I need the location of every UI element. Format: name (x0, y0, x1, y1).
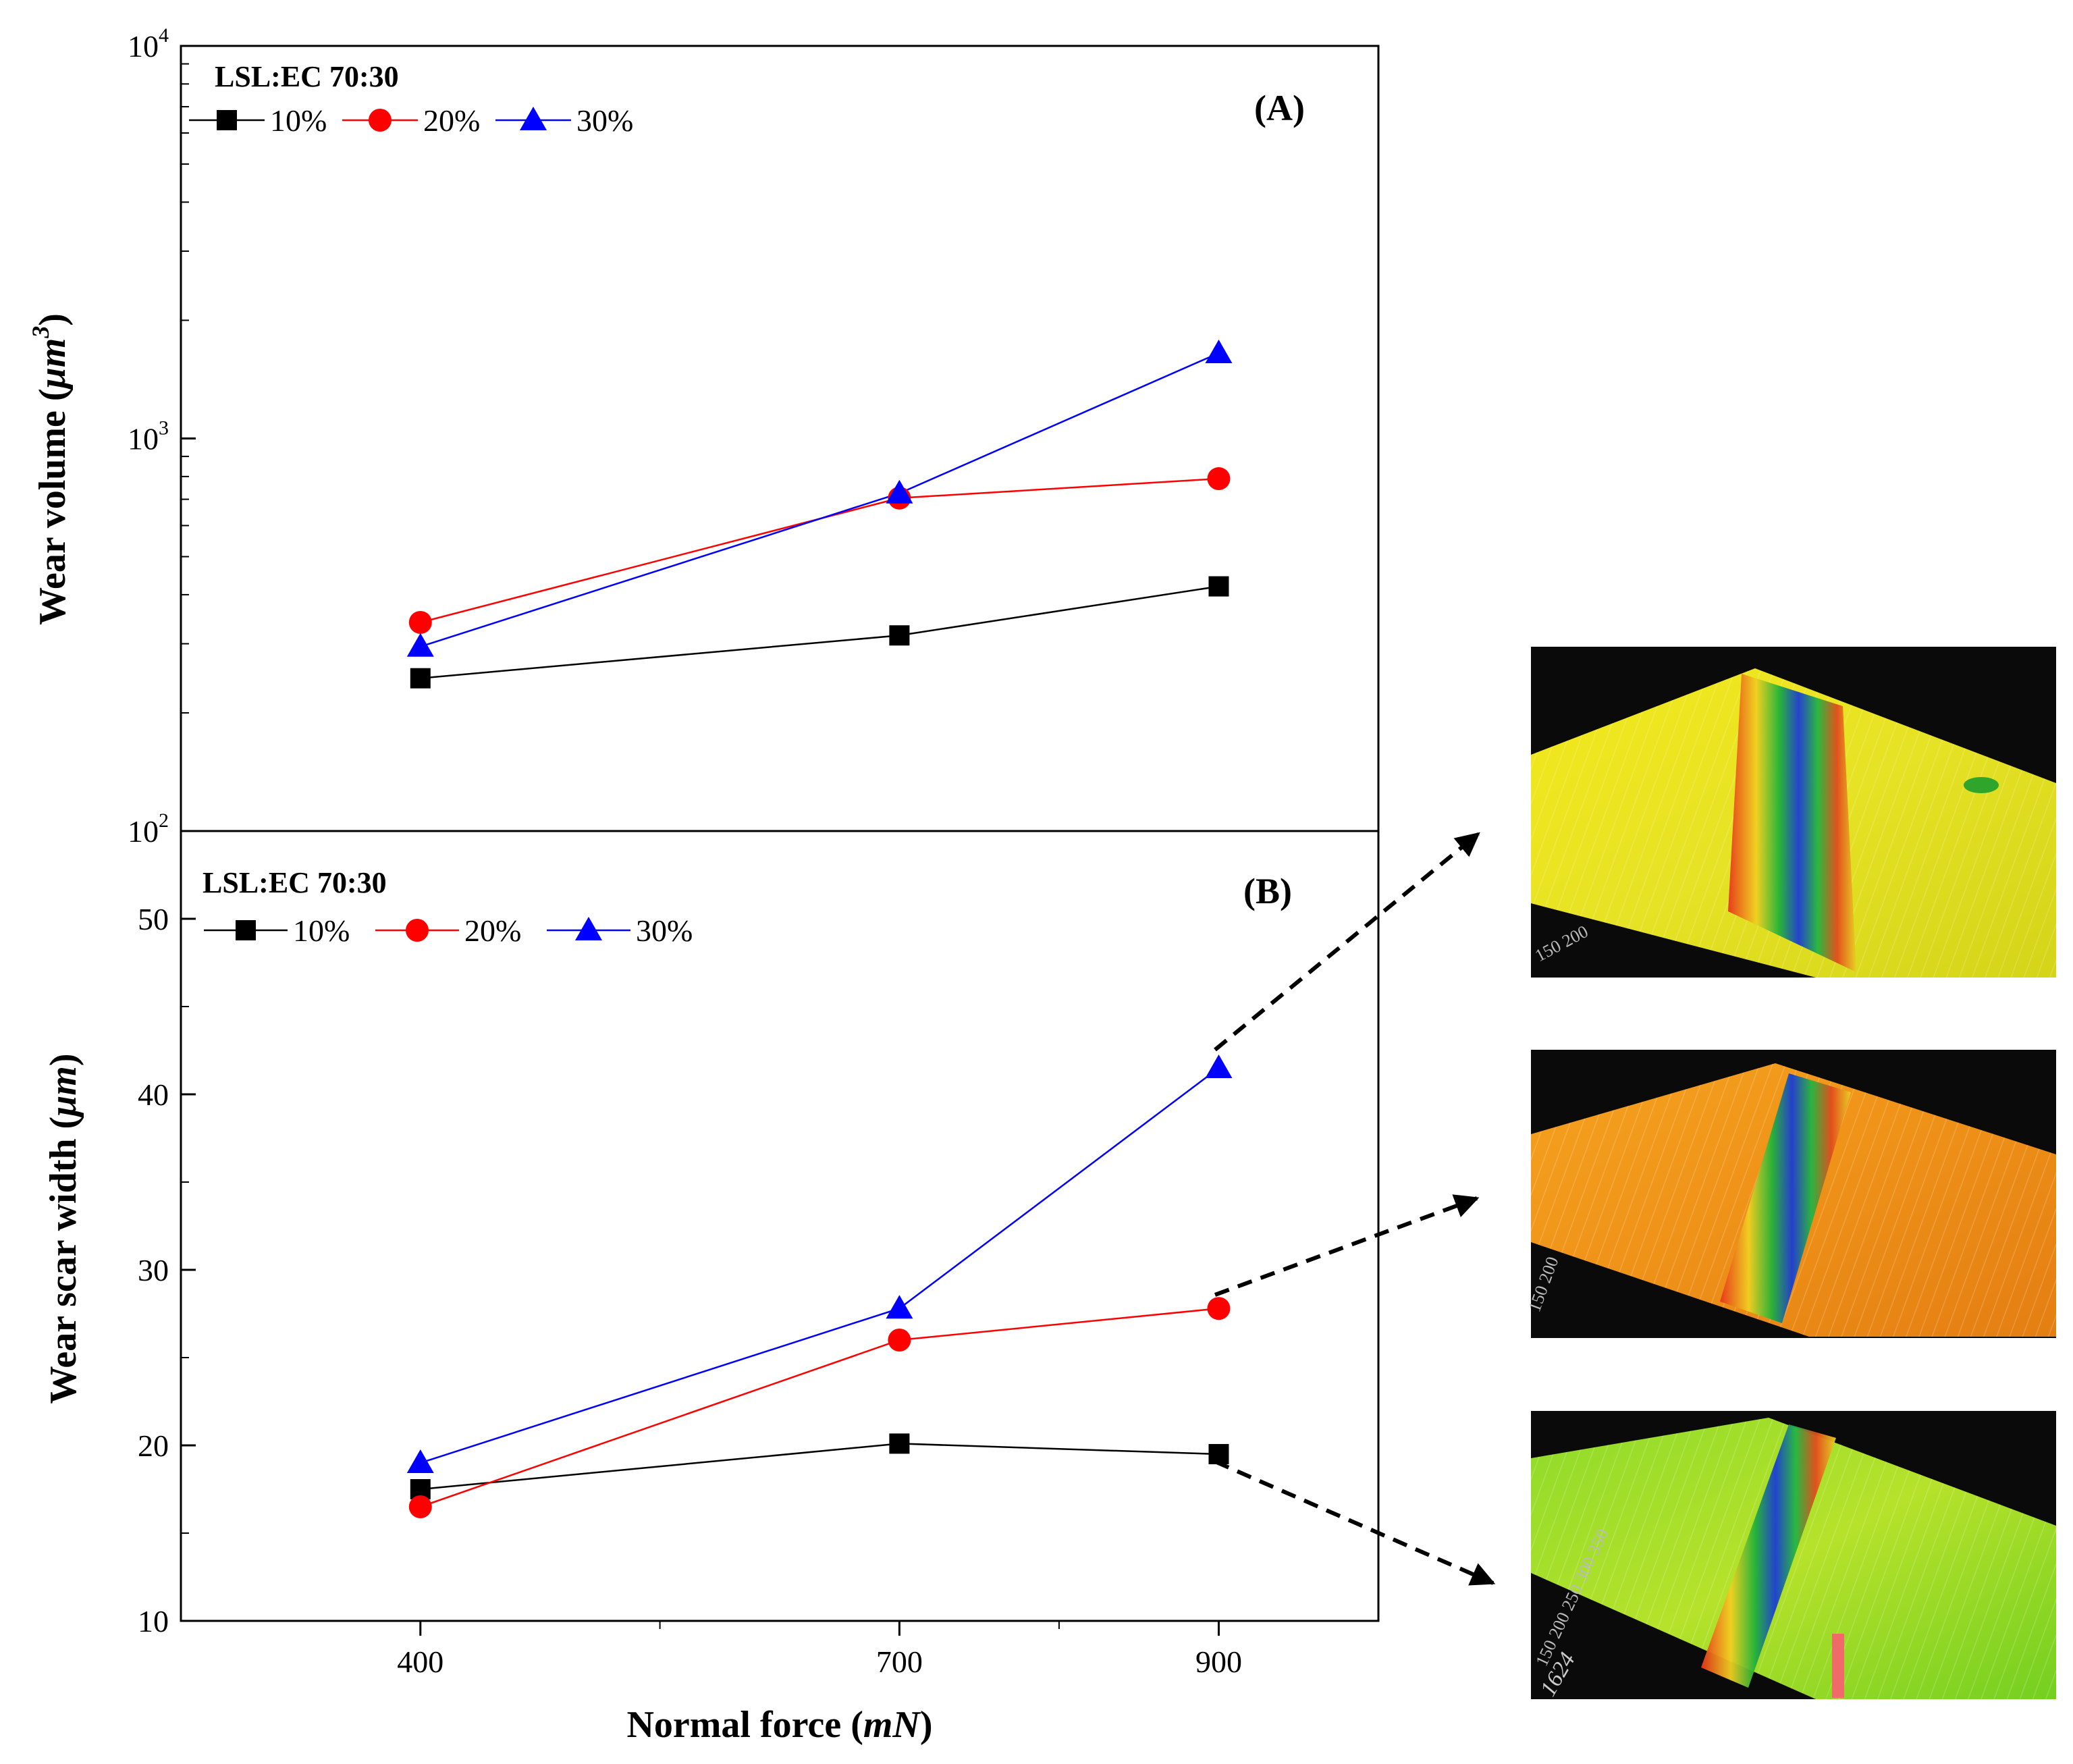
panel-a-markers (406, 340, 1233, 689)
legend-marker (520, 107, 547, 130)
panel-b-point-30pct (886, 1295, 913, 1319)
panel-a-point-30pct (1205, 340, 1233, 364)
x-axis-title: Normal force (mN) (626, 1704, 932, 1746)
surface-image-20-wear-track (1720, 1073, 1851, 1323)
panel-a-frame (180, 45, 1380, 832)
panel-b-point-30pct (406, 1449, 434, 1473)
legend-marker (217, 110, 237, 130)
surface-image-10: 150 200 250 300 350 1624 (1531, 1411, 2056, 1701)
arrow-20-to-image (1214, 1194, 1480, 1297)
panel-b-markers (406, 1054, 1233, 1518)
legend-label: 10% (270, 103, 327, 138)
panel-b-series-lines (420, 1067, 1220, 1508)
panel-b-point-10pct (889, 1433, 910, 1454)
legend-label: 30% (576, 103, 633, 138)
legend-marker (236, 920, 256, 940)
panel-b-y-ticks: 10 20 30 40 50 (138, 902, 196, 1638)
panel-b-point-20pct (1207, 1297, 1231, 1320)
panel-a-point-20pct (1207, 467, 1231, 491)
panel-a-legend-title: LSL:EC 70:30 (215, 60, 399, 93)
panel-b-y-axis-title: Wear scar width (μm) (43, 1053, 84, 1404)
panel-a-line-30pct (420, 352, 1219, 647)
panel-a-series-lines (420, 352, 1219, 679)
panel-a-wear-volume: 102 103 104 LSL:EC 70:30 10% 20% 30% (A) Wea… (27, 24, 1380, 849)
panel-a-y-tick-label: 102 (128, 809, 169, 849)
panel-a-point-30pct (406, 633, 434, 657)
panel-b-line-10pct (420, 1443, 1219, 1491)
panel-a-line-10pct (420, 585, 1219, 679)
panel-a-point-10pct (1208, 576, 1229, 597)
panel-a-point-10pct (410, 668, 431, 689)
panel-b-legend-title: LSL:EC 70:30 (203, 866, 387, 899)
panel-b-label: (B) (1243, 871, 1292, 911)
callout-arrows (1214, 832, 1496, 1586)
surface-image-30-pit (1964, 777, 1999, 793)
x-axis-ticks: 400 700 900 (397, 1621, 1242, 1679)
arrow-30-to-image (1214, 832, 1480, 1052)
panel-a-point-30pct (886, 479, 913, 504)
legend-label: 10% (293, 913, 350, 948)
panel-a-y-tick-label: 103 (128, 417, 169, 456)
surface-image-30-wear-track (1728, 674, 1856, 972)
legend-label: 30% (636, 913, 693, 948)
surface-image-10-spike (1832, 1634, 1844, 1698)
panel-b-y-tick-label: 30 (138, 1253, 169, 1287)
panel-a-label: (A) (1254, 88, 1305, 128)
panel-a-point-20pct (408, 610, 432, 634)
panel-a-y-tick-label: 104 (128, 24, 169, 63)
panel-b-point-30pct (1205, 1054, 1233, 1078)
x-tick-label: 700 (876, 1645, 923, 1679)
arrow-10-to-image (1214, 1460, 1496, 1586)
panel-b-y-tick-label: 10 (138, 1604, 169, 1638)
x-tick-label: 400 (397, 1645, 443, 1679)
panel-b-y-tick-label: 20 (138, 1428, 169, 1463)
surface-image-20: 150 200 (1524, 1050, 2056, 1338)
panel-a-point-10pct (889, 625, 910, 646)
surface-image-10-wear-track (1701, 1424, 1836, 1688)
legend-marker (575, 917, 602, 940)
panel-b-wear-scar-width: 10 20 30 40 50 400 700 900 LSL:EC 70:30 10% 20%… (43, 830, 1380, 1746)
panel-b-legend: 10% 20% 30% (204, 913, 693, 948)
x-tick-label: 900 (1195, 1645, 1242, 1679)
legend-label: 20% (423, 103, 480, 138)
panel-b-y-tick-label: 40 (138, 1077, 169, 1112)
panel-b-point-20pct (408, 1495, 432, 1518)
panel-a-line-20pct (420, 477, 1219, 624)
panel-b-frame (180, 830, 1380, 1622)
panel-a-y-axis-title: Wear volume (μm3) (27, 313, 74, 625)
panel-b-line-30pct (420, 1067, 1220, 1464)
surface-image-30: 150 200 (1531, 647, 2056, 978)
panel-b-point-10pct (1208, 1444, 1229, 1464)
panel-a-legend: 10% 20% 30% (189, 103, 633, 138)
legend-marker (406, 919, 429, 942)
panel-a-y-ticks: 102 103 104 (128, 24, 196, 849)
legend-label: 20% (464, 913, 521, 948)
legend-marker (369, 109, 392, 132)
panel-b-y-tick-label: 50 (138, 902, 169, 936)
panel-b-point-20pct (888, 1329, 911, 1352)
